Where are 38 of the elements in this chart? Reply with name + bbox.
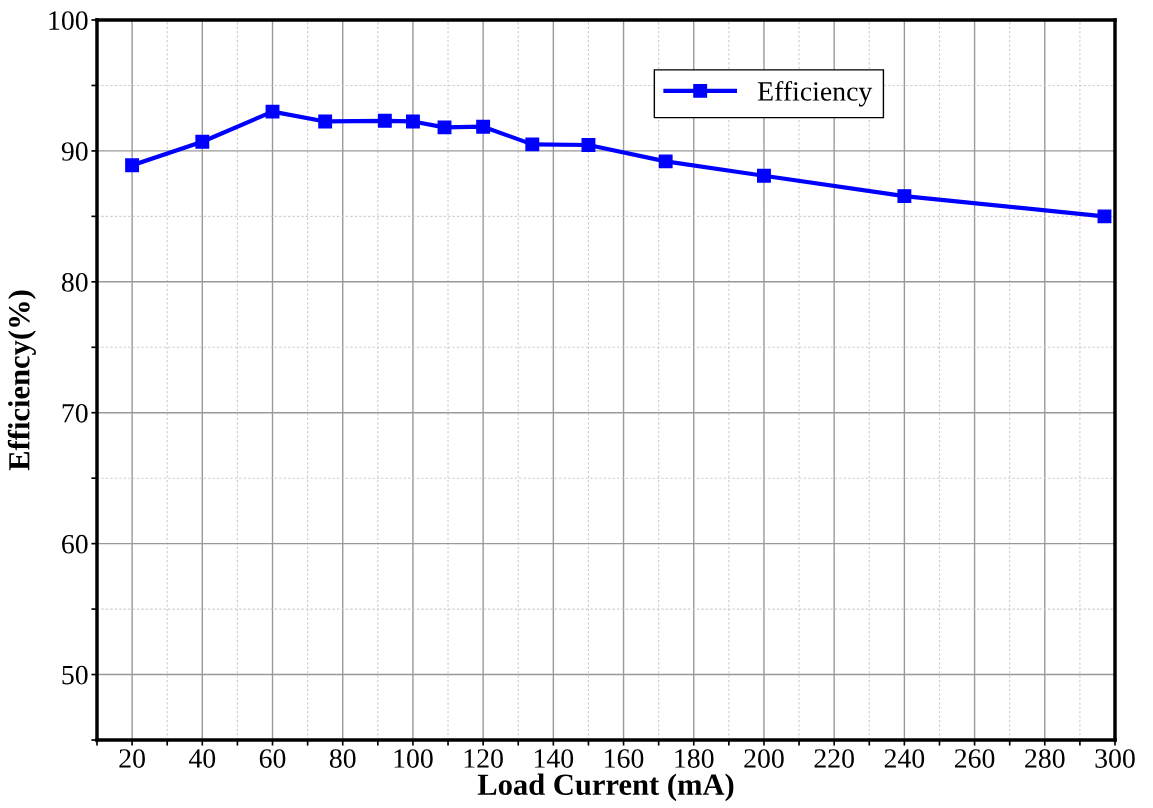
point bbox=[405, 114, 420, 129]
y-tick-label: 100 bbox=[49, 11, 88, 30]
x-tick-label: 100 bbox=[394, 749, 433, 768]
point bbox=[265, 104, 280, 119]
x-tick-label: 20 bbox=[119, 749, 145, 768]
point bbox=[581, 138, 596, 152]
x-tick-label: 300 bbox=[1095, 749, 1135, 768]
y-axis-title: Efficiency(%) bbox=[7, 290, 36, 471]
y-tick-label: 50 bbox=[62, 665, 88, 685]
point bbox=[476, 119, 491, 134]
x-tick-label: 220 bbox=[814, 749, 854, 768]
x-tick-label: 60 bbox=[259, 749, 286, 768]
x-tick-label: 200 bbox=[744, 749, 784, 768]
point bbox=[318, 114, 333, 129]
x-tick-label: 140 bbox=[534, 749, 574, 768]
point bbox=[897, 189, 912, 204]
point bbox=[1097, 209, 1112, 224]
point bbox=[377, 113, 392, 128]
x-tick-label: 280 bbox=[1025, 749, 1065, 768]
x-tick-label: 80 bbox=[329, 749, 356, 768]
point bbox=[525, 137, 540, 152]
x-tick-label: 40 bbox=[188, 749, 216, 768]
point bbox=[195, 134, 210, 149]
x-tick-label: 180 bbox=[675, 749, 714, 768]
point bbox=[757, 168, 771, 183]
x-tick-label: 240 bbox=[884, 749, 925, 768]
y-tick-label: 80 bbox=[61, 272, 88, 292]
point bbox=[437, 120, 452, 135]
x-tick-label: 120 bbox=[464, 749, 503, 768]
legend-label: Efficiency bbox=[757, 81, 873, 107]
y-tick-label: 90 bbox=[61, 142, 88, 161]
x-tick-label: 260 bbox=[954, 749, 995, 768]
x-tick-label: 160 bbox=[605, 749, 644, 768]
y-tick-label: 70 bbox=[62, 403, 88, 423]
x-axis-title: Load Current (mA) bbox=[477, 773, 734, 802]
y-tick-label: 60 bbox=[62, 534, 88, 554]
point bbox=[658, 154, 673, 169]
point bbox=[125, 158, 140, 173]
